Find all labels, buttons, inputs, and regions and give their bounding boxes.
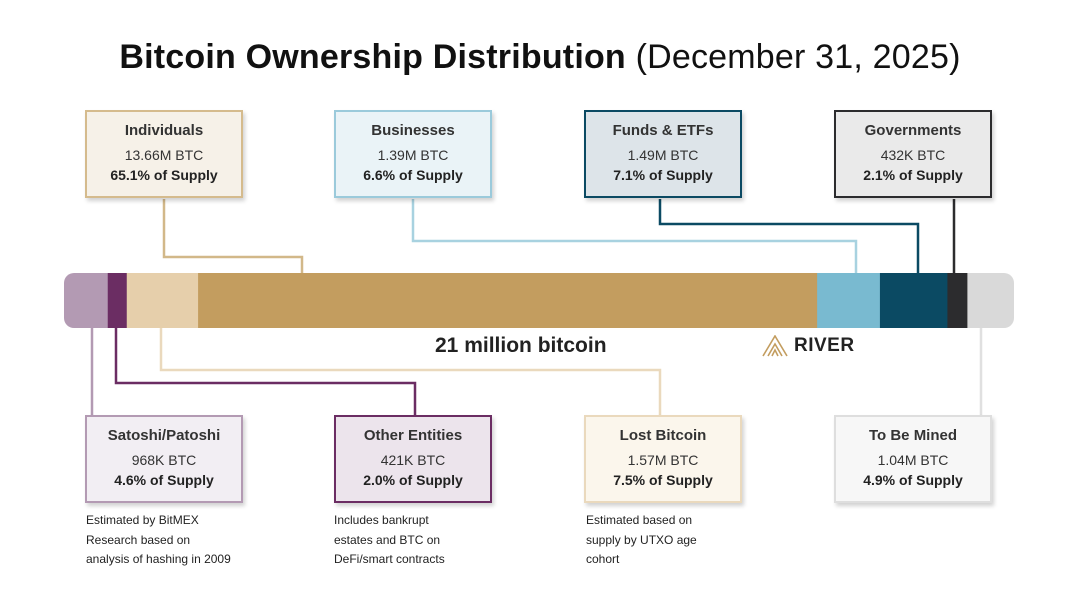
connector-funds — [658, 199, 920, 273]
river-logo-icon — [762, 335, 788, 357]
satoshi-label: Satoshi/Patoshi — [107, 427, 221, 444]
note-line: DeFi/smart contracts — [334, 552, 445, 566]
note-line: Research based on — [86, 532, 191, 547]
note-line: Estimated by BitMEX — [86, 513, 199, 527]
individuals-btc: 13.66M BTC — [124, 147, 204, 163]
satoshi-pct: 4.6% of Supply — [114, 472, 214, 488]
individuals-box: Individuals 13.66M BTC 65.1% of Supply — [85, 110, 243, 198]
governments-box: Governments 432K BTC 2.1% of Supply — [834, 110, 992, 198]
river-logo: RIVER — [762, 335, 855, 357]
governments-btc: 432K BTC — [880, 147, 946, 163]
businesses-label: Businesses — [371, 122, 455, 139]
lost-note: Estimated based on supply by UTXO age co… — [586, 511, 776, 570]
to-be-mined-box: To Be Mined 1.04M BTC 4.9% of Supply — [834, 415, 992, 503]
bar-segment-to-be-mined — [967, 273, 1014, 328]
individuals-pct: 65.1% of Supply — [110, 167, 218, 183]
connector-lost — [159, 328, 662, 415]
governments-label: Governments — [864, 122, 962, 139]
note-line: estates and BTC on — [334, 532, 441, 547]
funds-label: Funds & ETFs — [612, 122, 714, 139]
connector-other-entities — [114, 328, 417, 415]
lost-label: Lost Bitcoin — [619, 427, 707, 444]
other-entities-note: Includes bankrupt estates and BTC on DeF… — [334, 511, 524, 570]
other-entities-label: Other Entities — [363, 427, 463, 444]
businesses-pct: 6.6% of Supply — [363, 167, 463, 183]
note-line: cohort — [586, 552, 620, 566]
note-line: Estimated based on — [586, 513, 693, 527]
connector-businesses — [411, 199, 858, 273]
lost-btc: 1.57M BTC — [627, 452, 699, 468]
connector-individuals — [162, 199, 304, 273]
bar-segment-funds — [879, 273, 949, 328]
bar-segment-governments — [947, 273, 968, 328]
to-be-mined-btc: 1.04M BTC — [877, 452, 949, 468]
note-line: Includes bankrupt — [334, 513, 429, 527]
lost-box: Lost Bitcoin 1.57M BTC 7.5% of Supply — [584, 415, 742, 503]
other-entities-box: Other Entities 421K BTC 2.0% of Supply — [334, 415, 492, 503]
businesses-box: Businesses 1.39M BTC 6.6% of Supply — [334, 110, 492, 198]
bar-segment-businesses — [817, 273, 881, 328]
satoshi-note: Estimated by BitMEX Research based on an… — [86, 511, 276, 570]
satoshi-box: Satoshi/Patoshi 968K BTC 4.6% of Supply — [85, 415, 243, 503]
supply-bar — [64, 273, 1014, 328]
bar-label: 21 million bitcoin — [435, 334, 607, 357]
bar-segment-lost — [126, 273, 199, 328]
funds-box: Funds & ETFs 1.49M BTC 7.1% of Supply — [584, 110, 742, 198]
funds-btc: 1.49M BTC — [627, 147, 699, 163]
bar-segment-individuals — [198, 273, 818, 328]
funds-pct: 7.1% of Supply — [613, 167, 713, 183]
individuals-label: Individuals — [124, 122, 204, 139]
page-title: Bitcoin Ownership Distribution (December… — [0, 38, 1080, 77]
other-entities-btc: 421K BTC — [380, 452, 446, 468]
satoshi-btc: 968K BTC — [131, 452, 197, 468]
governments-pct: 2.1% of Supply — [863, 167, 963, 183]
to-be-mined-label: To Be Mined — [868, 427, 958, 444]
river-logo-text: RIVER — [794, 335, 855, 356]
other-entities-pct: 2.0% of Supply — [363, 472, 463, 488]
lost-pct: 7.5% of Supply — [613, 472, 713, 488]
note-line: analysis of hashing in 2009 — [86, 552, 231, 566]
bar-segment-satoshi — [64, 273, 109, 328]
to-be-mined-pct: 4.9% of Supply — [863, 472, 963, 488]
note-line: supply by UTXO age — [586, 532, 697, 547]
businesses-btc: 1.39M BTC — [377, 147, 449, 163]
title-date: (December 31, 2025) — [635, 38, 961, 76]
bar-segment-other-entities — [107, 273, 128, 328]
title-main: Bitcoin Ownership Distribution — [119, 38, 626, 76]
